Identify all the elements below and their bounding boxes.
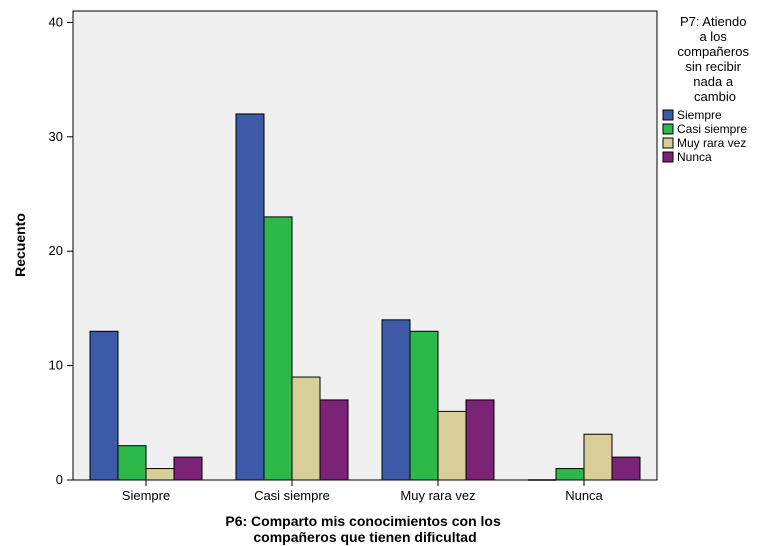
bar-muy-rara-vez [437,410,467,481]
y-tick-label: 10 [49,358,63,373]
legend-swatch [662,109,674,121]
x-axis: Siempre Casi siempre Muy rara vez Nunca [122,480,604,503]
x-axis-title: P6: Comparto mis conocimientos con los c… [225,513,504,545]
legend-label: Muy rara vez [677,136,746,150]
legend-title-line-3: compañeros [677,44,749,59]
x-axis-title-line-1: P6: Comparto mis conocimientos con los [225,513,501,529]
bar-muy-rara-vez [583,433,613,481]
y-axis-title: Recuento [12,213,28,277]
legend-title-line-2: a los [699,29,727,44]
y-tick-label: 20 [49,243,63,258]
bar-nunca [611,456,641,481]
bar-nunca [319,399,349,481]
bar-siempre [381,319,411,481]
legend-title-line-1: P7: Atiendo [680,14,747,29]
legend-swatch [662,123,674,135]
legend-swatch [662,137,674,149]
legend-label: Nunca [677,150,712,164]
bars-layer [89,113,641,481]
bar-nunca [173,456,203,481]
legend-label: Casi siempre [677,122,747,136]
x-tick-label: Casi siempre [254,488,330,503]
y-tick-label: 0 [56,472,63,487]
bar-casi-siempre [117,445,147,481]
legend-title-line-6: cambio [694,89,736,104]
bar-muy-rara-vez [291,376,321,481]
bar-muy-rara-vez [145,468,175,481]
bar-siempre [235,113,265,481]
plot-area [72,10,658,481]
x-tick-label: Muy rara vez [400,488,475,503]
bar-casi-siempre [555,468,585,481]
legend-title-line-4: sin recibir [685,59,741,74]
bar-casi-siempre [263,216,293,481]
x-tick-label: Siempre [122,488,170,503]
legend-label: Siempre [677,108,722,122]
y-tick-label: 30 [49,129,63,144]
y-tick-label: 40 [49,14,63,29]
bar-nunca [465,399,495,481]
x-axis-title-line-2: compañeros que tienen dificultad [253,529,476,545]
bar-casi-siempre [409,330,439,481]
legend: P7: Atiendo a los compañeros sin recibir… [662,14,752,164]
legend-swatch [662,151,674,163]
legend-title: P7: Atiendo a los compañeros sin recibir… [677,14,752,104]
legend-title-line-5: nada a [693,74,734,89]
bar-siempre [89,330,119,481]
y-axis: 0 10 20 30 40 [49,14,73,487]
x-tick-label: Nunca [565,488,603,503]
